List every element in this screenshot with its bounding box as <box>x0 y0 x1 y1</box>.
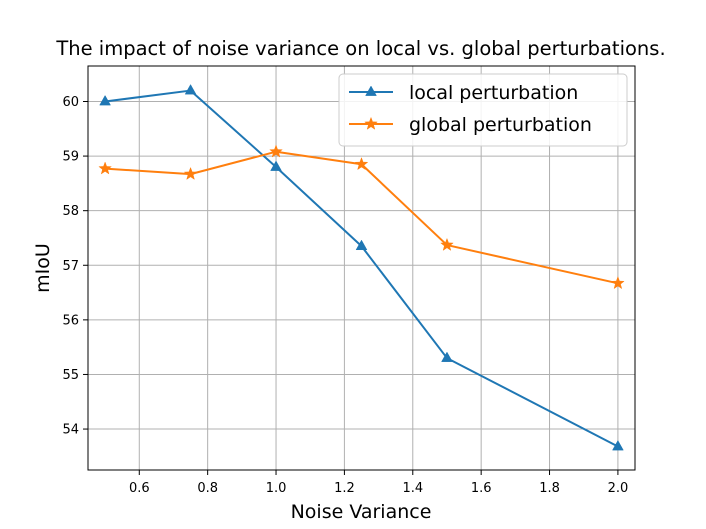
series-layer <box>98 84 625 451</box>
x-tick-label: 0.8 <box>197 481 218 496</box>
data-point <box>183 166 198 180</box>
chart-title: The impact of noise variance on local vs… <box>55 37 665 60</box>
y-tick-label: 54 <box>62 423 79 438</box>
data-point <box>354 157 369 171</box>
data-point <box>611 276 625 290</box>
y-tick-label: 59 <box>62 150 79 165</box>
series-line <box>104 89 619 448</box>
data-point <box>269 144 283 158</box>
data-point <box>441 351 453 362</box>
legend-swatch-marker <box>365 85 377 96</box>
x-tick-label: 1.6 <box>471 481 492 496</box>
y-tick-label: 57 <box>62 259 79 274</box>
data-point <box>99 94 111 106</box>
series-line <box>105 150 619 285</box>
data-point <box>355 239 368 251</box>
legend: local perturbation global perturbation <box>338 73 628 147</box>
x-tick-label: 1.0 <box>266 481 287 496</box>
plot-frame <box>87 65 636 471</box>
x-tick-label: 1.2 <box>334 481 355 496</box>
x-tick-label: 1.4 <box>402 481 423 496</box>
y-tick-label: 60 <box>62 95 79 110</box>
y-tick-label: 56 <box>62 313 79 328</box>
legend-label: local perturbation <box>409 82 578 104</box>
data-point <box>184 84 197 95</box>
x-tick-label: 0.6 <box>129 481 150 496</box>
data-point <box>612 440 624 451</box>
y-axis-ticks: 54 55 56 57 58 59 60 <box>62 95 88 438</box>
y-tick-label: 55 <box>62 368 79 383</box>
x-tick-label: 2.0 <box>608 481 629 496</box>
x-axis-label: Noise Variance <box>291 501 432 523</box>
legend-box <box>338 73 628 147</box>
x-axis-ticks: 0.6 0.8 1.0 1.2 1.4 1.6 1.8 2.0 <box>129 470 628 496</box>
legend-swatch-marker <box>364 116 378 130</box>
legend-label: global perturbation <box>409 114 592 136</box>
y-tick-label: 58 <box>62 204 79 219</box>
data-point <box>98 161 112 175</box>
x-tick-label: 1.8 <box>539 481 560 496</box>
data-point <box>440 237 454 251</box>
y-axis-label: mIoU <box>32 243 54 293</box>
data-point <box>270 160 282 171</box>
